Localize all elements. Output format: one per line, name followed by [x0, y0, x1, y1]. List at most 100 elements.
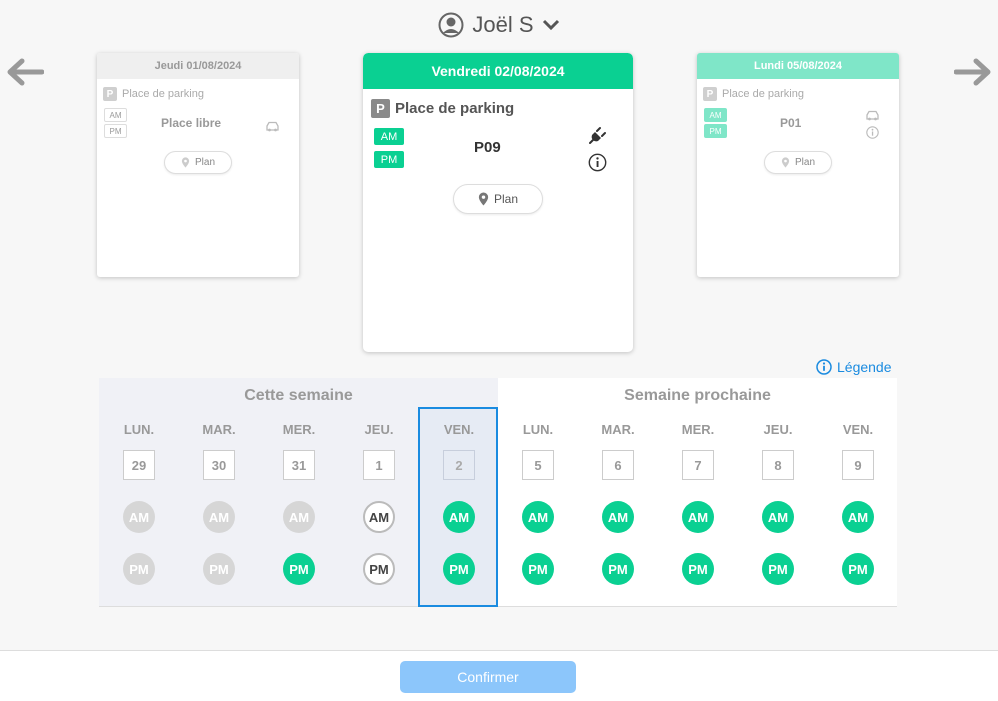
day-number[interactable]: 9 — [842, 450, 874, 480]
place-label: P09 — [474, 139, 501, 156]
card-title-row: P Place de parking — [697, 79, 899, 101]
day-card-next[interactable]: Lundi 05/08/2024 P Place de parking AM P… — [697, 53, 899, 277]
day-name: LUN. — [522, 422, 554, 437]
user-selector[interactable]: Joël S — [0, 12, 998, 38]
user-circle-icon — [438, 12, 464, 38]
week-title: Cette semaine — [244, 387, 353, 404]
info-icon — [816, 359, 832, 375]
am-slot-button[interactable]: AM — [203, 501, 235, 533]
pm-tag: PM — [374, 151, 404, 168]
day-number[interactable]: 31 — [283, 450, 315, 480]
pm-slot-button[interactable]: PM — [682, 553, 714, 585]
arrow-right-icon[interactable] — [954, 56, 994, 88]
car-icon — [266, 121, 279, 132]
place-label: P01 — [780, 116, 802, 130]
day-column: MER. 31 AM PM — [259, 378, 339, 606]
legend-link[interactable]: Légende — [816, 359, 892, 375]
am-slot-button[interactable]: AM — [762, 501, 794, 533]
map-pin-icon — [478, 192, 489, 206]
pm-tag: PM — [704, 124, 727, 138]
parking-icon: P — [371, 99, 390, 118]
footer-bar: Confirmer — [0, 650, 998, 701]
card-title: Place de parking — [122, 88, 204, 100]
card-title: Place de parking — [395, 100, 515, 117]
day-name: JEU. — [364, 422, 394, 437]
pm-slot-button[interactable]: PM — [443, 553, 475, 585]
pm-slot-button[interactable]: PM — [203, 553, 235, 585]
parking-icon: P — [103, 87, 117, 101]
am-slot-button[interactable]: AM — [682, 501, 714, 533]
day-number[interactable]: 6 — [602, 450, 634, 480]
am-tag: AM — [704, 108, 727, 122]
card-title-row: P Place de parking — [363, 89, 633, 118]
info-icon[interactable] — [866, 126, 879, 139]
pm-slot-button[interactable]: PM — [283, 553, 315, 585]
am-slot-button[interactable]: AM — [123, 501, 155, 533]
plan-button[interactable]: Plan — [453, 184, 543, 214]
week-title: Semaine prochaine — [624, 387, 771, 404]
day-name: LUN. — [123, 422, 155, 437]
pm-slot-button[interactable]: PM — [842, 553, 874, 585]
day-column: MAR. 30 AM PM — [179, 378, 259, 606]
day-number[interactable]: 29 — [123, 450, 155, 480]
day-name: MER. — [282, 422, 316, 437]
pm-slot-button[interactable]: PM — [602, 553, 634, 585]
day-name: MAR. — [601, 422, 635, 437]
day-name: MER. — [681, 422, 715, 437]
day-name: JEU. — [763, 422, 793, 437]
day-number[interactable]: 7 — [682, 450, 714, 480]
am-slot-button[interactable]: AM — [522, 501, 554, 533]
confirm-button[interactable]: Confirmer — [400, 661, 576, 693]
am-slot-button[interactable]: AM — [443, 501, 475, 533]
user-name: Joël S — [472, 12, 534, 37]
plan-label: Plan — [493, 192, 519, 206]
pm-slot-button[interactable]: PM — [522, 553, 554, 585]
am-slot-button[interactable]: AM — [363, 501, 395, 533]
day-name: VEN. — [443, 422, 475, 437]
slot-row: AM PM P09 — [363, 118, 633, 172]
legend-label: Légende — [837, 359, 892, 375]
day-column: MER. 7 AM PM — [658, 378, 738, 606]
pm-slot-button[interactable]: PM — [363, 553, 395, 585]
am-tag: AM — [104, 108, 127, 122]
plan-label: Plan — [794, 157, 815, 168]
arrow-left-icon[interactable] — [4, 56, 44, 88]
parking-icon: P — [703, 87, 717, 101]
slot-row: AM PM P01 — [697, 101, 899, 149]
plug-icon — [589, 127, 606, 144]
card-title: Place de parking — [722, 88, 804, 100]
slot-row: AM PM Place libre — [97, 101, 299, 149]
day-number[interactable]: 1 — [363, 450, 395, 480]
am-slot-button[interactable]: AM — [842, 501, 874, 533]
day-number[interactable]: 8 — [762, 450, 794, 480]
day-column: LUN. 5 AM PM — [498, 378, 578, 606]
plan-button[interactable]: Plan — [764, 151, 832, 174]
day-column: LUN. 29 AM PM — [99, 378, 179, 606]
pm-tag: PM — [104, 124, 127, 138]
day-card-previous[interactable]: Jeudi 01/08/2024 P Place de parking AM P… — [97, 53, 299, 277]
day-column: JEU. 8 AM PM — [738, 378, 818, 606]
info-icon[interactable] — [588, 153, 607, 172]
am-tag: AM — [374, 128, 404, 145]
pm-slot-button[interactable]: PM — [123, 553, 155, 585]
map-pin-icon — [181, 157, 190, 168]
plan-button[interactable]: Plan — [164, 151, 232, 174]
day-number[interactable]: 5 — [522, 450, 554, 480]
day-column: VEN. 2 AM PM — [419, 378, 499, 606]
am-slot-button[interactable]: AM — [602, 501, 634, 533]
day-name: VEN. — [842, 422, 874, 437]
day-column: VEN. 9 AM PM — [818, 378, 898, 606]
plan-label: Plan — [194, 157, 215, 168]
day-number[interactable]: 2 — [443, 450, 475, 480]
map-pin-icon — [781, 157, 790, 168]
day-card-current[interactable]: Vendredi 02/08/2024 P Place de parking A… — [363, 53, 633, 352]
day-number[interactable]: 30 — [203, 450, 235, 480]
am-slot-button[interactable]: AM — [283, 501, 315, 533]
place-label: Place libre — [161, 116, 222, 130]
next-week-panel: Semaine prochaine LUN. 5 AM PM MAR. 6 AM PM MER.… — [498, 378, 897, 606]
pm-slot-button[interactable]: PM — [762, 553, 794, 585]
this-week-panel: Cette semaine LUN. 29 AM PM MAR. 30 AM PM MER. 31… — [99, 378, 499, 607]
card-date: Vendredi 02/08/2024 — [363, 53, 633, 89]
week-planner: Cette semaine LUN. 29 AM PM MAR. 30 AM PM MER. 31… — [99, 378, 897, 607]
card-date: Jeudi 01/08/2024 — [97, 53, 299, 79]
